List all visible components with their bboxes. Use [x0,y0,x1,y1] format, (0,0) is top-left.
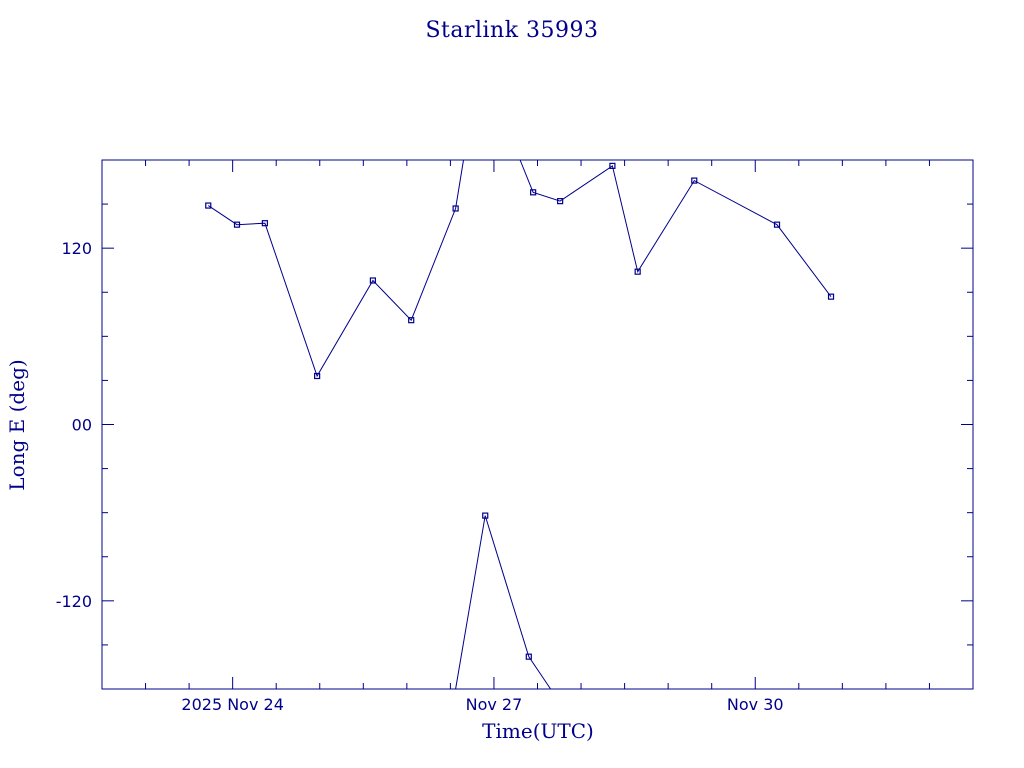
x-axis-label: Time(UTC) [482,719,594,743]
plot-frame [101,159,974,690]
data-point [773,221,781,228]
series-line [519,159,832,298]
y-axis-label: Long E (deg) [5,359,29,490]
chart-title: Starlink 35993 [425,18,598,43]
data-point [634,268,641,275]
tick-labels: 2025 Nov 24 Nov 27 Nov 30 120 00 -120 [56,239,784,714]
y-tick-label: -120 [56,592,92,611]
series-line [455,515,552,690]
y-tick-label: 00 [72,416,92,435]
data-point [482,512,489,519]
data-point [369,277,376,284]
data-point [557,198,564,205]
data-markers [205,162,835,660]
data-point [530,189,537,196]
data-point [408,317,415,324]
data-point [609,162,616,169]
data-point [314,372,321,380]
data-point [525,653,532,660]
y-tick-label: 120 [61,239,92,258]
x-tick-label: Nov 27 [466,695,523,714]
data-point [691,177,698,184]
data-point [452,205,459,212]
x-tick-label: 2025 Nov 24 [181,695,283,714]
axis-ticks [101,160,974,689]
data-point [261,220,268,227]
series-line [208,159,464,378]
data-point [205,202,212,209]
data-point [233,221,241,228]
x-tick-label: Nov 30 [727,695,784,714]
data-series [208,159,832,690]
data-point [827,293,835,300]
